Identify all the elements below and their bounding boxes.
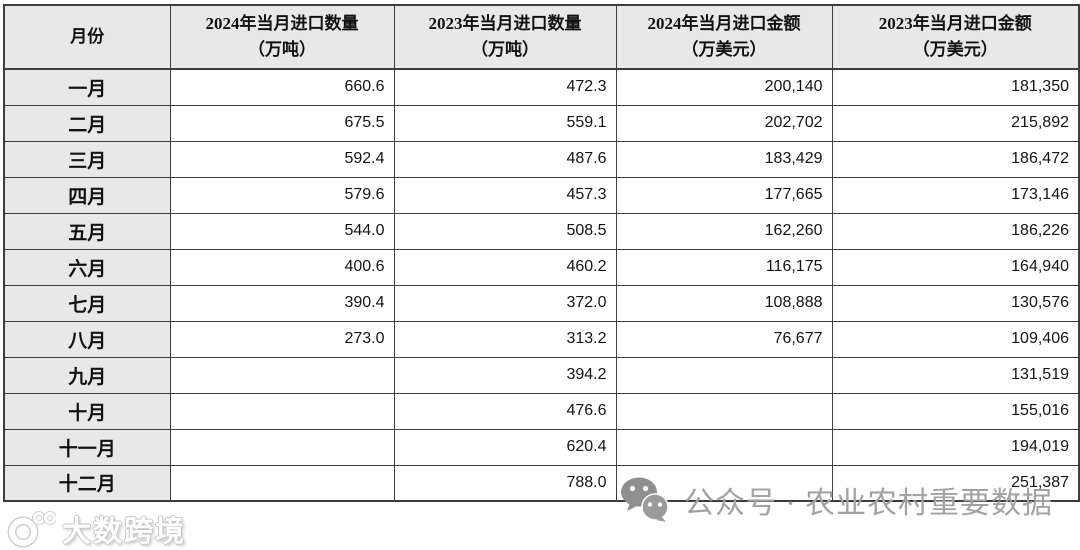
month-cell: 五月 [3,212,171,250]
qty2023-cell: 476.6 [393,392,617,430]
qty2023-cell: 472.3 [393,68,617,106]
qty2024-cell [169,464,395,502]
qty2024-cell: 390.4 [169,284,395,322]
qty2024-cell: 660.6 [169,68,395,106]
amt2023-cell: 130,576 [831,284,1080,322]
table-row: 一月 660.6 472.3 200,140 181,350 [3,68,1080,106]
table-row: 六月 400.6 460.2 116,175 164,940 [3,248,1080,286]
amt2023-cell: 215,892 [831,104,1080,142]
amt2024-cell: 183,429 [615,140,833,178]
header-month-label: 月份 [70,26,105,46]
table-row: 五月 544.0 508.5 162,260 186,226 [3,212,1080,250]
amt2023-cell: 109,406 [831,320,1080,358]
amt2023-cell: 186,226 [831,212,1080,250]
month-cell: 七月 [3,284,171,322]
amt2023-cell: 155,016 [831,392,1080,430]
amt2024-cell: 200,140 [615,68,833,106]
brand-watermark: 大数跨境 [6,509,186,549]
header-amt-2024-line1: 2024年当月进口金额 [647,13,801,33]
table-row: 四月 579.6 457.3 177,665 173,146 [3,176,1080,214]
amt2024-cell [615,392,833,430]
table-row: 七月 390.4 372.0 108,888 130,576 [3,284,1080,322]
header-qty-2023-line1: 2023年当月进口数量 [428,13,582,33]
amt2023-cell: 173,146 [831,176,1080,214]
month-cell: 三月 [3,140,171,178]
qty2023-cell: 313.2 [393,320,617,358]
qty2023-cell: 508.5 [393,212,617,250]
import-data-table: 月份 2024年当月进口数量 （万吨） 2023年当月进口数量 （万吨） 202… [3,4,1080,502]
amt2024-cell: 162,260 [615,212,833,250]
qty2024-cell [169,392,395,430]
header-amt-2023-line2: （万美元） [912,40,998,59]
qty2023-cell: 559.1 [393,104,617,142]
header-qty-2024-line2: （万吨） [248,40,316,59]
qty2023-cell: 372.0 [393,284,617,322]
header-month: 月份 [3,4,171,70]
month-cell: 六月 [3,248,171,286]
amt2024-cell: 202,702 [615,104,833,142]
table-row: 十二月 788.0 251,387 [3,464,1080,502]
header-qty-2024-line1: 2024年当月进口数量 [205,13,359,33]
header-row: 月份 2024年当月进口数量 （万吨） 2023年当月进口数量 （万吨） 202… [3,4,1080,70]
month-cell: 九月 [3,356,171,394]
qty2024-cell [169,428,395,466]
brand-watermark-text: 大数跨境 [62,516,187,548]
qty2024-cell: 400.6 [169,248,395,286]
qty2024-cell: 579.6 [169,176,395,214]
qty2024-cell: 273.0 [169,320,395,358]
amt2024-cell [615,464,833,502]
qty2024-cell [169,356,395,394]
amt2024-cell [615,428,833,466]
amt2023-cell: 194,019 [831,428,1080,466]
qty2023-cell: 487.6 [393,140,617,178]
amt2024-cell: 177,665 [615,176,833,214]
header-qty-2024: 2024年当月进口数量 （万吨） [169,4,395,70]
qty2023-cell: 788.0 [393,464,617,502]
table-header: 月份 2024年当月进口数量 （万吨） 2023年当月进口数量 （万吨） 202… [3,4,1080,70]
header-amt-2024-line2: （万美元） [681,40,767,59]
amt2024-cell: 76,677 [615,320,833,358]
table-row: 十月 476.6 155,016 [3,392,1080,430]
amt2024-cell: 116,175 [615,248,833,286]
qty2024-cell: 675.5 [169,104,395,142]
table-body: 一月 660.6 472.3 200,140 181,350 二月 675.5 559.1 20… [3,68,1080,502]
qty2024-cell: 592.4 [169,140,395,178]
table-row: 二月 675.5 559.1 202,702 215,892 [3,104,1080,142]
qty2023-cell: 460.2 [393,248,617,286]
qty2023-cell: 394.2 [393,356,617,394]
header-amt-2024: 2024年当月进口金额 （万美元） [615,4,833,70]
amt2024-cell [615,356,833,394]
month-cell: 十一月 [3,428,171,466]
header-qty-2023-line2: （万吨） [471,40,539,59]
amt2023-cell: 164,940 [831,248,1080,286]
qty2024-cell: 544.0 [169,212,395,250]
month-cell: 四月 [3,176,171,214]
qty2023-cell: 620.4 [393,428,617,466]
month-cell: 十月 [3,392,171,430]
table-row: 九月 394.2 131,519 [3,356,1080,394]
month-cell: 十二月 [3,464,171,502]
month-cell: 一月 [3,68,171,106]
header-amt-2023-line1: 2023年当月进口金额 [878,13,1032,33]
dashukuajing-logo-icon [7,511,56,548]
table-row: 三月 592.4 487.6 183,429 186,472 [3,140,1080,178]
header-qty-2023: 2023年当月进口数量 （万吨） [393,4,617,70]
month-cell: 八月 [3,320,171,358]
amt2023-cell: 186,472 [831,140,1080,178]
table-row: 十一月 620.4 194,019 [3,428,1080,466]
table-row: 八月 273.0 313.2 76,677 109,406 [3,320,1080,358]
header-amt-2023: 2023年当月进口金额 （万美元） [831,4,1080,70]
qty2023-cell: 457.3 [393,176,617,214]
month-cell: 二月 [3,104,171,142]
amt2023-cell: 181,350 [831,68,1080,106]
amt2023-cell: 251,387 [831,464,1080,502]
amt2023-cell: 131,519 [831,356,1080,394]
amt2024-cell: 108,888 [615,284,833,322]
